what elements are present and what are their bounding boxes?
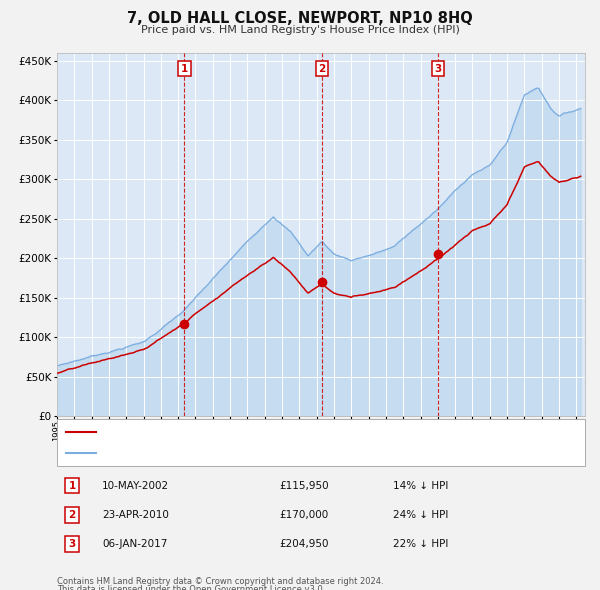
Text: 3: 3 (434, 64, 442, 74)
Text: £115,950: £115,950 (279, 480, 329, 490)
Text: 24% ↓ HPI: 24% ↓ HPI (393, 510, 448, 520)
Text: 3: 3 (68, 539, 76, 549)
Text: 10-MAY-2002: 10-MAY-2002 (102, 480, 169, 490)
Text: 1: 1 (181, 64, 188, 74)
Text: 7, OLD HALL CLOSE, NEWPORT, NP10 8HQ (detached house): 7, OLD HALL CLOSE, NEWPORT, NP10 8HQ (de… (102, 427, 403, 437)
Text: 22% ↓ HPI: 22% ↓ HPI (393, 539, 448, 549)
Text: HPI: Average price, detached house, Newport: HPI: Average price, detached house, Newp… (102, 448, 328, 458)
Text: 23-APR-2010: 23-APR-2010 (102, 510, 169, 520)
Text: 14% ↓ HPI: 14% ↓ HPI (393, 480, 448, 490)
Text: £170,000: £170,000 (279, 510, 328, 520)
Text: 06-JAN-2017: 06-JAN-2017 (102, 539, 167, 549)
Text: 1: 1 (68, 480, 76, 490)
Text: 2: 2 (319, 64, 326, 74)
Text: This data is licensed under the Open Government Licence v3.0.: This data is licensed under the Open Gov… (57, 585, 325, 590)
Text: Price paid vs. HM Land Registry's House Price Index (HPI): Price paid vs. HM Land Registry's House … (140, 25, 460, 35)
Text: £204,950: £204,950 (279, 539, 329, 549)
Text: 7, OLD HALL CLOSE, NEWPORT, NP10 8HQ: 7, OLD HALL CLOSE, NEWPORT, NP10 8HQ (127, 11, 473, 25)
Text: Contains HM Land Registry data © Crown copyright and database right 2024.: Contains HM Land Registry data © Crown c… (57, 577, 383, 586)
Text: 2: 2 (68, 510, 76, 520)
